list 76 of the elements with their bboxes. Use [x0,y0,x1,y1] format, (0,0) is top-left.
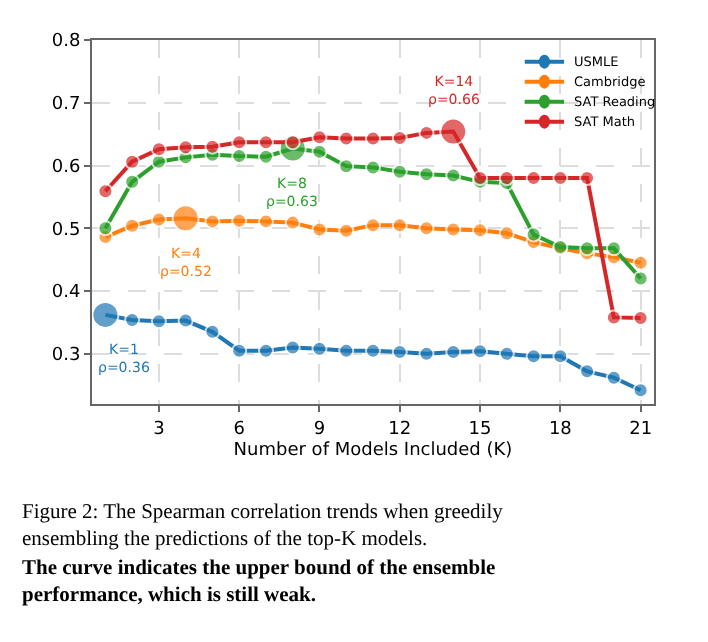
y-tick-label: 0.4 [51,283,81,304]
point [150,313,167,330]
point [257,134,274,151]
point [231,342,248,359]
point [391,217,408,234]
point [204,213,221,230]
point [124,217,141,234]
point [525,226,542,243]
point [311,129,328,146]
point [445,221,462,238]
x-tick-label: 12 [388,419,412,440]
point [632,254,649,271]
point [632,270,649,287]
point [124,173,141,190]
point [257,342,274,359]
point [204,323,221,340]
point [498,345,515,362]
x-tick-label: 18 [548,419,573,440]
point [257,148,274,165]
point [365,159,381,176]
point [605,309,622,326]
point [552,170,569,187]
point [97,183,114,200]
point [391,163,408,180]
point [124,153,141,170]
x-tick-label: 3 [153,419,165,440]
point [97,220,114,237]
point [632,382,649,399]
point [231,148,248,165]
point [338,158,355,175]
point [204,138,221,155]
point [472,343,489,360]
point [391,343,408,360]
point [177,312,194,329]
point [284,339,301,356]
point [498,170,515,187]
point [257,213,274,230]
point [525,348,542,365]
y-tick-label: 0.3 [51,346,81,367]
text: The curve indicates the upper bound of the ensemble performance, which is still weak. [22,558,496,608]
point [579,363,596,380]
point [605,369,622,386]
caption: Figure 2: The Spearman correlation trends when greedily ensembling the predictions of the top-K models. [22,502,505,552]
x-tick-label: 21 [629,419,653,440]
y-tick-label: 0.8 [51,32,81,53]
point [605,240,622,257]
point [338,222,355,239]
y-tick-label: 0.5 [51,220,81,241]
point [365,217,381,234]
point [311,143,328,160]
point [231,134,248,151]
point [284,214,301,231]
point [579,240,596,257]
y-tick-label: 0.7 [51,95,81,116]
x-tick-label: 15 [468,419,492,440]
y-tick-label: 0.6 [51,157,81,178]
point [150,211,167,228]
point [338,342,355,359]
point [311,340,328,357]
point [150,141,167,158]
point [311,221,328,238]
point [418,345,435,362]
point [418,220,435,237]
point [177,139,194,156]
point [552,348,569,365]
point [445,167,462,184]
point [365,342,381,359]
x-axis-title: Number of Models Included (K) [233,441,513,462]
point [231,212,248,229]
point [418,166,435,183]
point [472,222,489,239]
point [338,130,355,147]
point [498,225,515,242]
x-tick-label: 9 [313,419,326,440]
x-tick-label: 6 [233,419,246,440]
point [365,130,381,147]
